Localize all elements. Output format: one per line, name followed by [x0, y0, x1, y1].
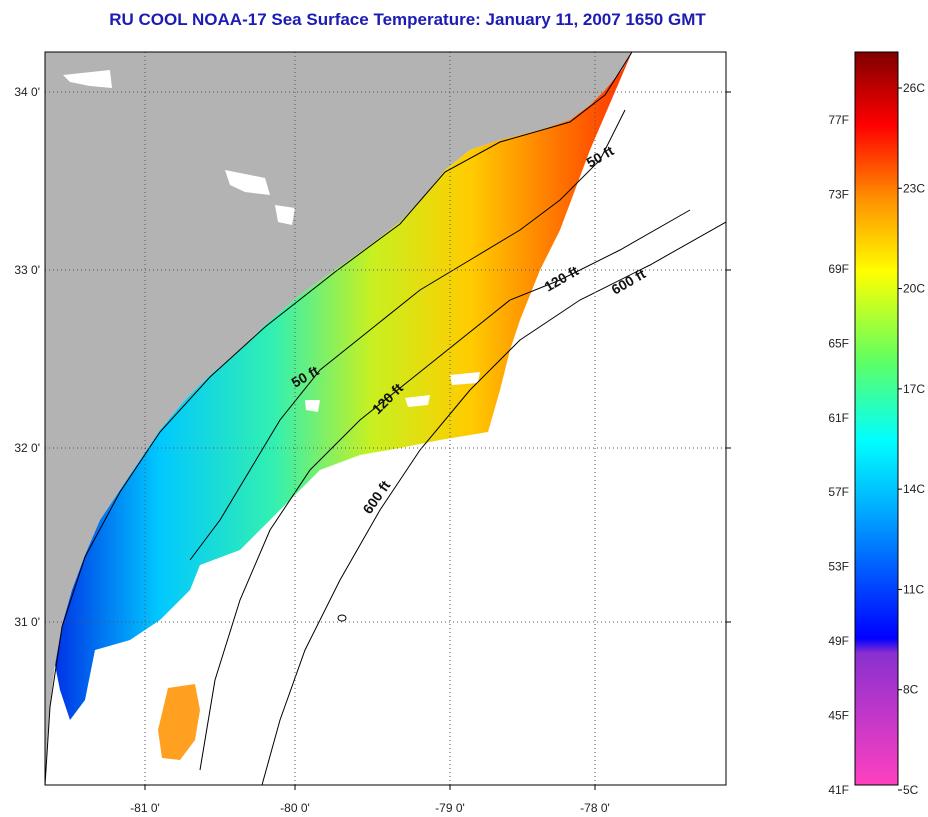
colorbar-f-label: 69F	[828, 262, 849, 276]
colorbar-c-label: 11C	[903, 582, 924, 596]
colorbar-f-label: 73F	[828, 187, 849, 201]
colorbar-c-label: 26C	[903, 81, 925, 95]
colorbar-c-label: 23C	[903, 181, 925, 195]
sst-swath	[55, 52, 632, 720]
isobath-120ft	[199, 209, 691, 771]
colorbar-f-label: 45F	[828, 709, 849, 723]
lat-tick: 32 0'	[14, 441, 40, 455]
colorbar-c-label: 14C	[903, 482, 925, 496]
warm-patch	[158, 684, 200, 760]
map-frame	[44, 51, 727, 786]
colorbar-c-label: 17C	[903, 382, 925, 396]
colorbar-f-label: 61F	[828, 411, 849, 425]
isobath-50ft	[189, 109, 626, 561]
colorbar-f-label: 77F	[828, 113, 849, 127]
lon-tick: -79 0'	[435, 801, 465, 815]
graticule	[45, 52, 726, 785]
inland-water	[63, 70, 112, 88]
colorbar-c-label: 8C	[903, 683, 919, 697]
colorbar-f-label: 65F	[828, 336, 849, 350]
coastline	[45, 52, 633, 785]
lat-tick: 31 0'	[14, 615, 40, 629]
colorbar: 77F 73F 69F 65F 61F 57F 53F 49F 45F 41F 26C 23C 20C…	[828, 51, 925, 797]
lon-tick: -80 0'	[280, 801, 310, 815]
colorbar-f-label: 41F	[828, 783, 849, 797]
lat-tick: 33 0'	[14, 263, 40, 277]
lon-tick: -78 0'	[580, 801, 610, 815]
colorbar-f-label: 53F	[828, 560, 849, 574]
map-title: RU COOL NOAA-17 Sea Surface Temperature:…	[109, 10, 706, 29]
isobath-600ft	[261, 221, 726, 785]
colorbar-c-label: 5C	[903, 783, 919, 797]
colorbar-f-label: 49F	[828, 634, 849, 648]
colorbar-c-label: 20C	[903, 282, 925, 296]
lon-tick: -81 0'	[130, 801, 160, 815]
colorbar-f-label: 57F	[828, 485, 849, 499]
lat-tick: 34 0'	[14, 85, 40, 99]
land-mass	[45, 52, 632, 785]
